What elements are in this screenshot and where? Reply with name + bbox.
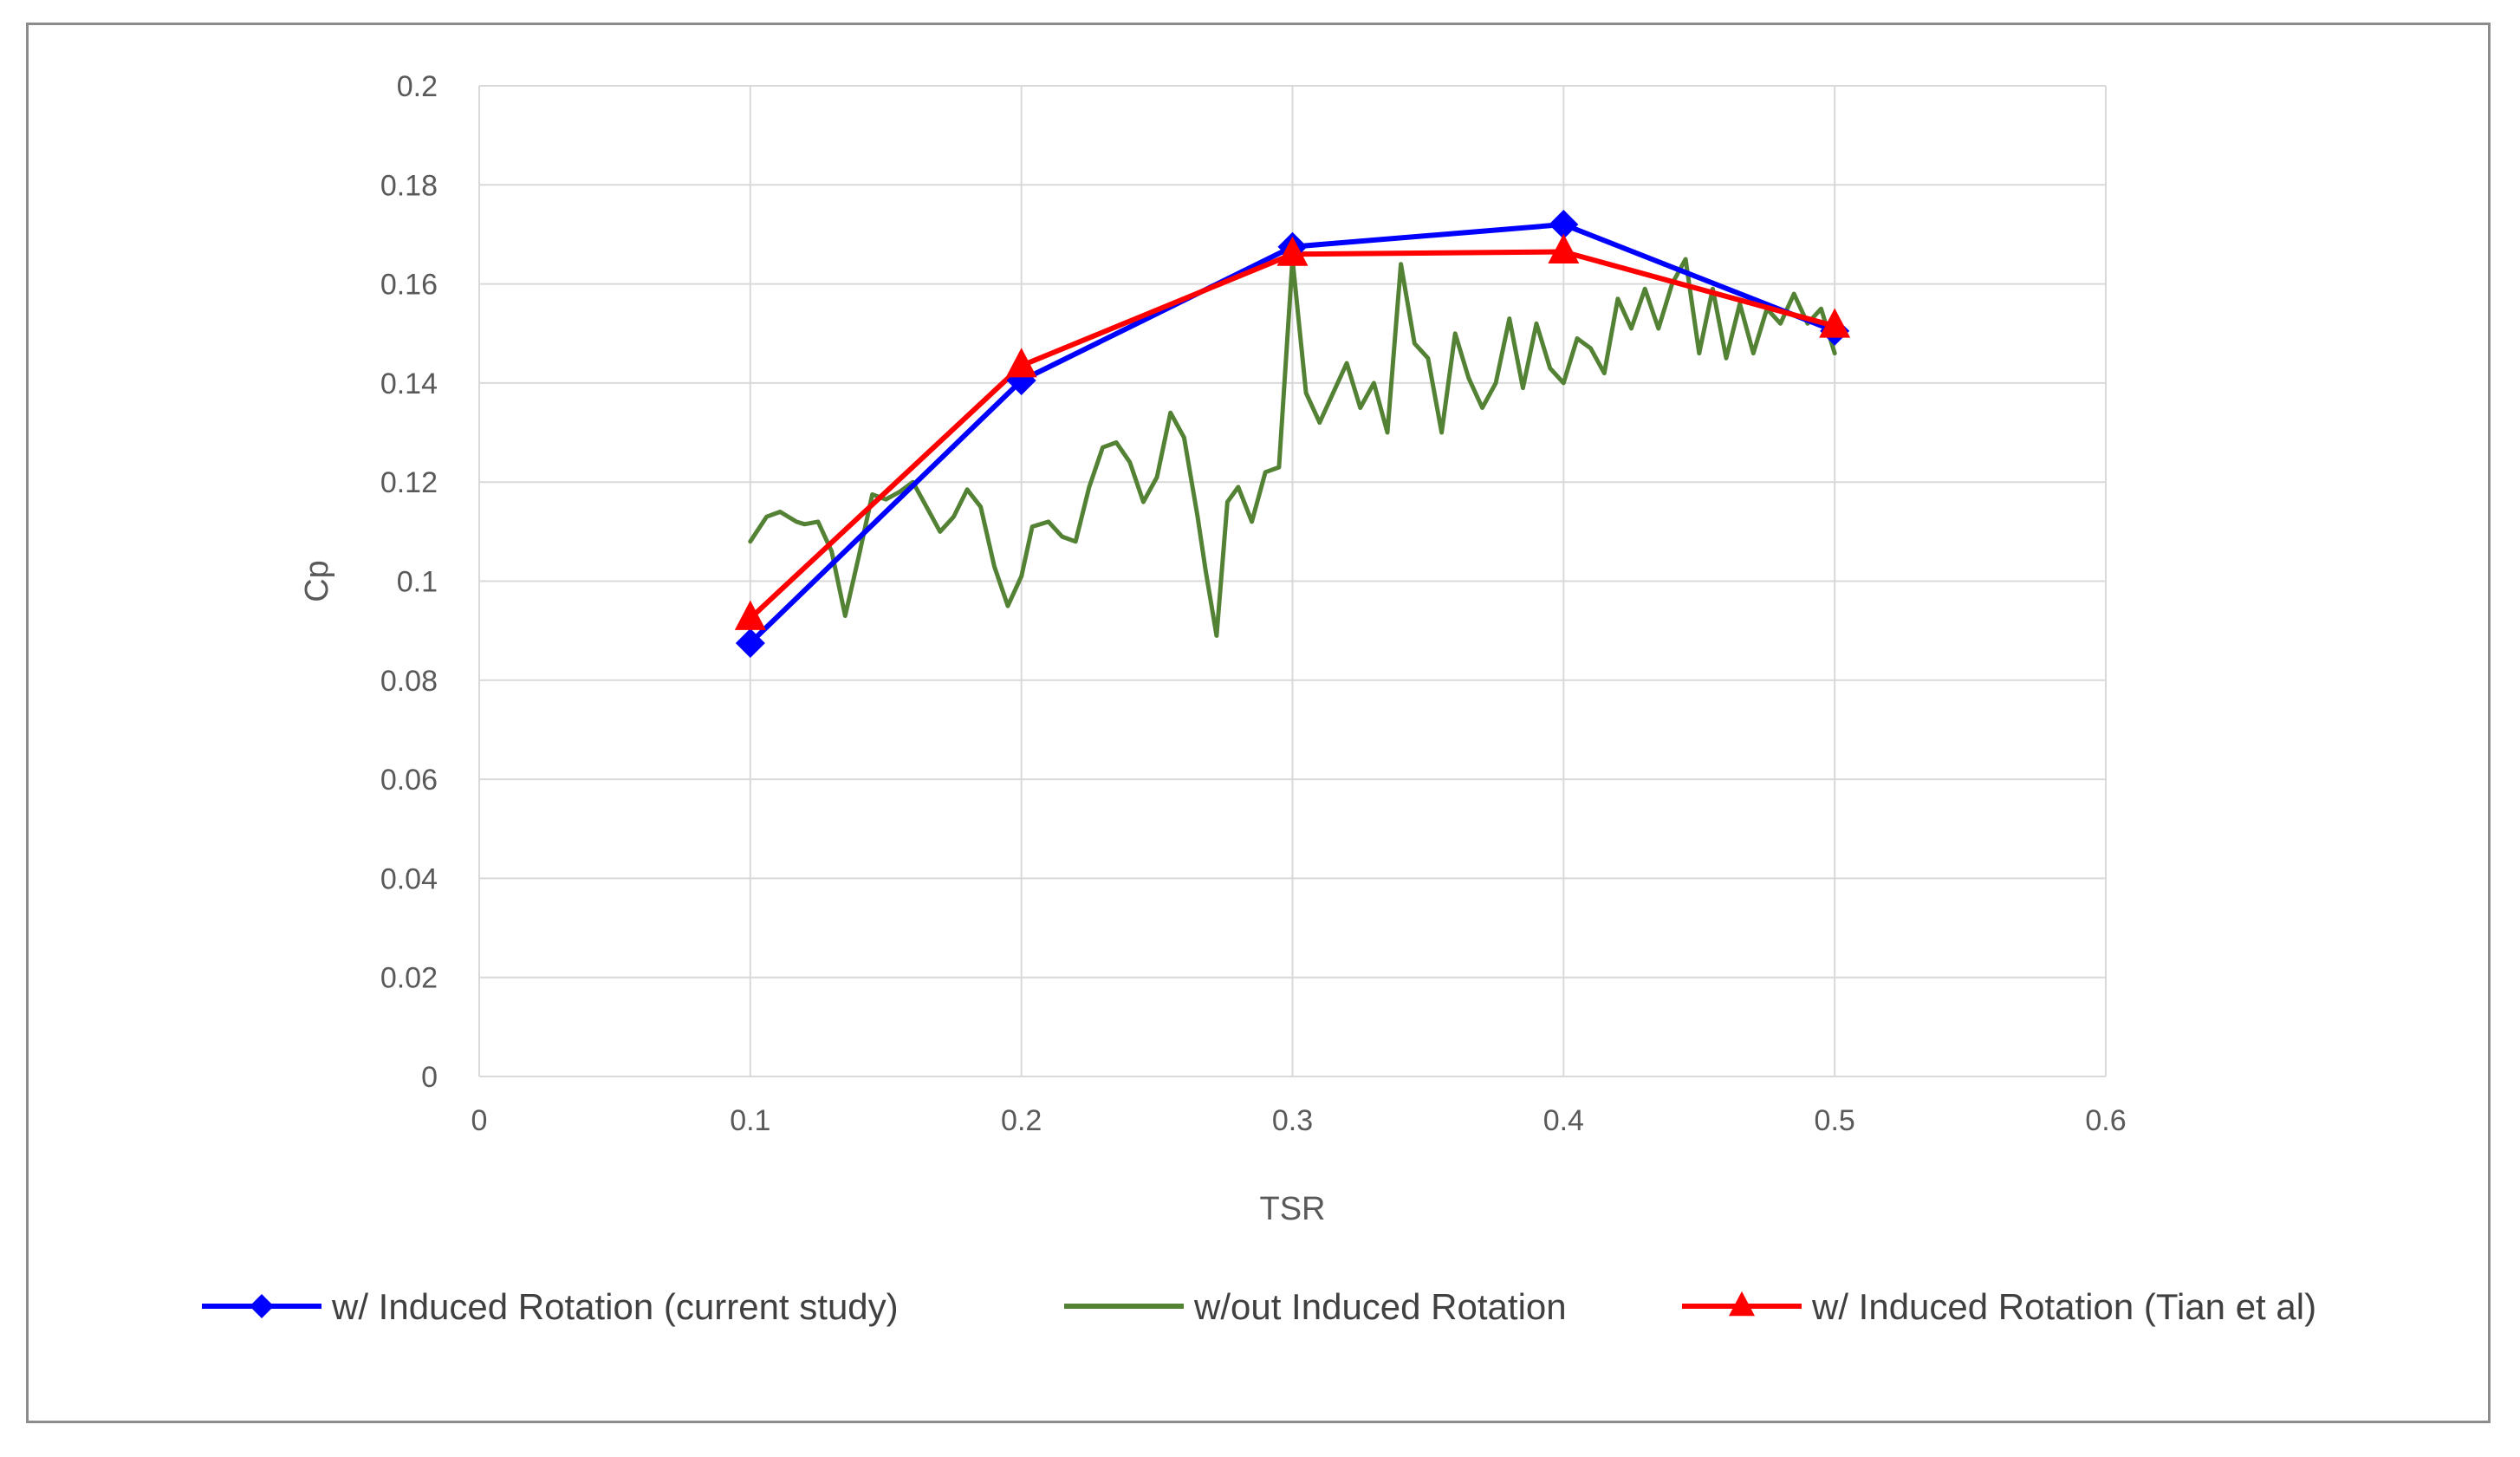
y-tick-label: 0.06 [380,764,438,797]
x-tick-label: 0 [471,1104,488,1137]
y-tick-label: 0.14 [380,368,438,400]
y-tick-label: 0.2 [397,70,438,103]
y-tick-label: 0.08 [380,665,438,698]
chart-svg: 0 0.02 0.04 0.06 0.08 0.1 0.12 0.14 0.16 0.18 0.2 0… [202,70,2316,1327]
legend-diamond-marker [250,1294,274,1318]
series-3-point [1548,233,1580,263]
marker-layer [734,210,1851,658]
legend-label: w/ Induced Rotation (Tian et al) [1811,1286,2316,1327]
x-tick-label: 0.4 [1543,1104,1584,1137]
x-tick-label: 0.2 [1001,1104,1042,1137]
legend-label: w/ Induced Rotation (current study) [331,1286,899,1327]
legend-item-2: w/out Induced Rotation [1064,1286,1567,1327]
y-axis-title: Cp [299,560,335,602]
y-tick-label: 0.12 [380,466,438,499]
series-line-2 [748,257,1837,638]
y-tick-label: 0 [421,1061,438,1094]
series-1-point [735,628,765,658]
series-1-point [1549,210,1579,240]
legend-item-1: w/ Induced Rotation (current study) [202,1286,899,1327]
y-tick-label: 0.18 [380,169,438,202]
x-tick-label: 0.3 [1272,1104,1313,1137]
y-tick-label: 0.1 [397,566,438,599]
chart-frame: 0 0.02 0.04 0.06 0.08 0.1 0.12 0.14 0.16 0.18 0.2 0… [26,23,2491,1423]
tick-layer: 0 0.02 0.04 0.06 0.08 0.1 0.12 0.14 0.16 0.18 0.2 0… [380,70,2127,1137]
legend: w/ Induced Rotation (current study) w/out… [202,1286,2316,1327]
series-3-point [734,600,766,630]
series-3-point [1276,236,1309,266]
x-tick-label: 0.5 [1815,1104,1855,1137]
y-tick-label: 0.04 [380,862,438,895]
y-tick-label: 0.16 [380,269,438,302]
y-tick-label: 0.02 [380,962,438,995]
series-3-point [1005,348,1037,378]
series-3-point [1819,308,1851,338]
legend-label: w/out Induced Rotation [1193,1286,1567,1327]
x-axis-title: TSR [1260,1191,1326,1227]
legend-item-3: w/ Induced Rotation (Tian et al) [1682,1286,2316,1327]
x-tick-label: 0.6 [2085,1104,2126,1137]
x-tick-label: 0.1 [730,1104,770,1137]
legend-triangle-marker [1729,1291,1755,1317]
